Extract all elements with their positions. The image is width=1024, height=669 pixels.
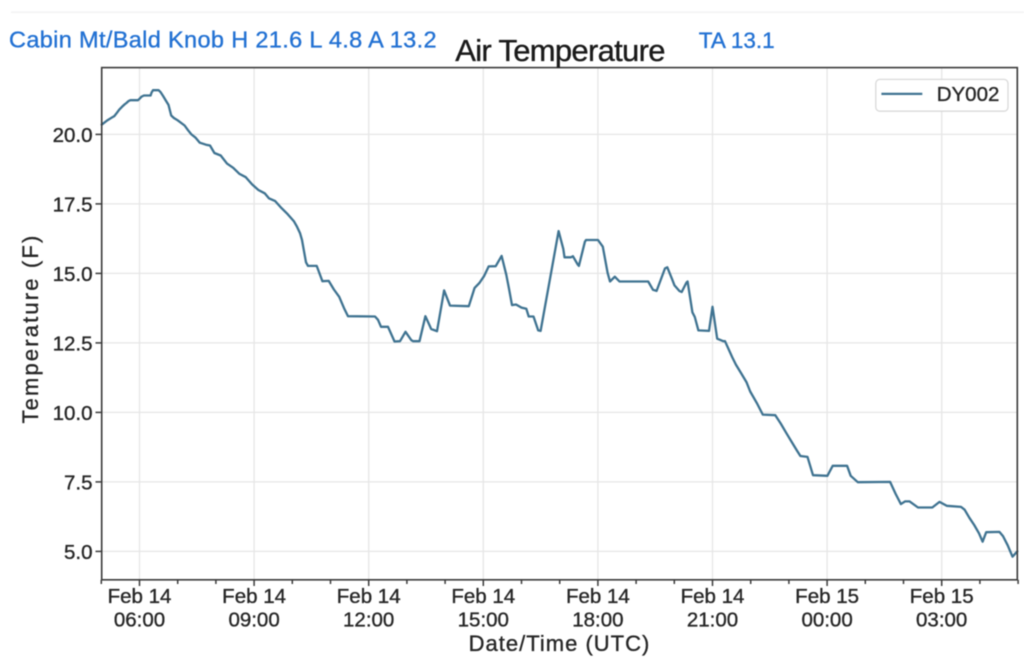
svg-text:Feb 14: Feb 14: [681, 585, 745, 608]
svg-text:15:00: 15:00: [458, 609, 509, 632]
svg-text:Date/Time (UTC): Date/Time (UTC): [469, 631, 651, 656]
svg-text:Feb 15: Feb 15: [910, 585, 974, 608]
svg-text:7.5: 7.5: [64, 471, 93, 494]
svg-text:Feb 14: Feb 14: [566, 585, 630, 608]
svg-text:Temperature (F): Temperature (F): [18, 234, 43, 424]
svg-text:12.5: 12.5: [53, 332, 93, 355]
svg-text:15.0: 15.0: [53, 263, 93, 286]
svg-text:18:00: 18:00: [572, 609, 623, 632]
svg-text:10.0: 10.0: [53, 402, 93, 425]
svg-text:20.0: 20.0: [53, 124, 93, 147]
svg-text:03:00: 03:00: [916, 609, 967, 632]
svg-text:12:00: 12:00: [343, 609, 394, 632]
svg-text:00:00: 00:00: [801, 609, 852, 632]
svg-text:DY002: DY002: [937, 83, 1000, 106]
svg-text:06:00: 06:00: [114, 609, 165, 632]
svg-text:Feb 15: Feb 15: [795, 585, 859, 608]
svg-text:5.0: 5.0: [64, 541, 93, 564]
svg-text:Cabin Mt/Bald Knob H 21.6 L 4.: Cabin Mt/Bald Knob H 21.6 L 4.8 A 13.2: [9, 27, 437, 53]
svg-text:Feb 14: Feb 14: [451, 585, 515, 608]
svg-text:17.5: 17.5: [53, 193, 93, 216]
svg-text:Feb 14: Feb 14: [108, 585, 172, 608]
svg-text:Feb 14: Feb 14: [337, 585, 401, 608]
svg-text:TA 13.1: TA 13.1: [699, 28, 775, 53]
svg-text:21:00: 21:00: [687, 609, 738, 632]
svg-text:09:00: 09:00: [228, 609, 279, 632]
svg-text:Feb 14: Feb 14: [222, 585, 286, 608]
svg-text:Air Temperature: Air Temperature: [455, 33, 664, 68]
